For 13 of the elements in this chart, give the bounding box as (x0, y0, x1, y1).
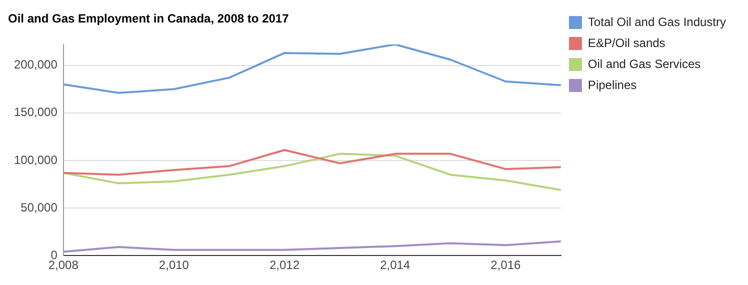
y-tick-label: 50,000 (20, 200, 58, 214)
chart-title: Oil and Gas Employment in Canada, 2008 to 2017 (8, 12, 290, 26)
y-tick-label: 200,000 (14, 58, 58, 72)
legend-label: E&P/Oil sands (588, 36, 666, 50)
legend-label: Total Oil and Gas Industry (588, 14, 726, 29)
legend-label: Pipelines (588, 78, 637, 92)
x-tick-label: 2,010 (158, 258, 190, 272)
y-tick-label: 150,000 (14, 105, 58, 120)
x-tick-label: 2,012 (270, 258, 300, 272)
x-tick-label: 2,014 (380, 258, 410, 272)
legend-label: Oil and Gas Services (588, 56, 701, 71)
x-tick-label: 2,016 (490, 258, 521, 272)
y-tick-label: 100,000 (14, 152, 58, 167)
